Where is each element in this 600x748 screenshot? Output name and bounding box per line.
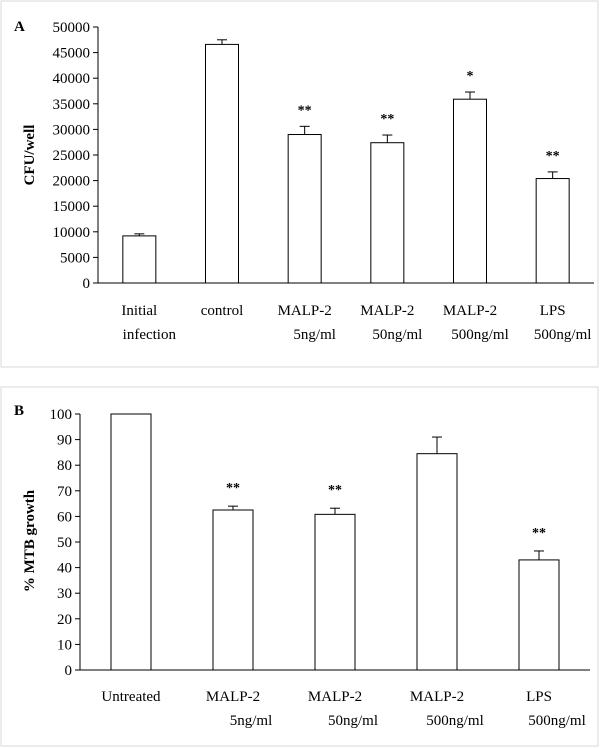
panel-b-significance-marker: ** bbox=[532, 526, 546, 541]
panel-a-category-label-line2: 50ng/ml bbox=[372, 327, 422, 343]
panel-b-y-tick-label: 0 bbox=[65, 663, 73, 679]
panel-b-category-label: Untreated bbox=[101, 689, 161, 705]
panel-a-significance-marker: ** bbox=[380, 112, 394, 127]
panel-a: A CFU/well 0 5000 10000 15000 20000 25000 3000… bbox=[14, 19, 594, 343]
panel-b-y-tick-label: 70 bbox=[57, 484, 72, 500]
panel-b-y-axis-label: % MTB growth bbox=[22, 489, 38, 592]
panel-b-bar bbox=[416, 453, 458, 671]
panel-a-y-tick-label: 20000 bbox=[53, 174, 91, 190]
panel-a-category-label-line2: infection bbox=[123, 327, 177, 343]
panel-b-y-tick-label: 30 bbox=[57, 586, 72, 602]
panel-b-category-label: MALP-2 bbox=[308, 689, 362, 705]
panel-b-category-label: MALP-2 bbox=[410, 689, 464, 705]
panel-b-y-tick-label: 80 bbox=[57, 458, 72, 474]
panel-a-category-label: Initial bbox=[121, 303, 157, 319]
panel-a-frame bbox=[0, 0, 599, 368]
panel-a-y-tick-label: 35000 bbox=[53, 97, 91, 113]
panel-b-y-tick-label: 100 bbox=[50, 407, 73, 423]
panel-b-y-tick-label: 90 bbox=[57, 433, 72, 449]
panel-a-y-tick-label: 15000 bbox=[53, 199, 91, 215]
panel-a-y-tick-label: 45000 bbox=[53, 46, 91, 62]
panel-b-category-label: LPS bbox=[526, 689, 552, 705]
panel-a-y-tick-label: 10000 bbox=[53, 225, 91, 241]
panel-a-bar bbox=[535, 178, 570, 284]
panel-a-category-label-line2: 5ng/ml bbox=[293, 327, 336, 343]
panel-a-category-label-line2: 500ng/ml bbox=[534, 327, 592, 343]
panel-a-letter: A bbox=[14, 19, 25, 35]
panel-b-category-label-line2: 500ng/ml bbox=[426, 713, 484, 729]
panel-a-category-label: MALP-2 bbox=[360, 303, 414, 319]
panel-b-y-tick-label: 50 bbox=[57, 535, 72, 551]
panel-b: B % MTB growth 0 10 20 30 40 50 60 70 80 90 100 Unt… bbox=[14, 403, 590, 729]
panel-b-category-label: MALP-2 bbox=[206, 689, 260, 705]
panel-b-significance-marker: ** bbox=[328, 483, 342, 498]
panel-a-bar bbox=[370, 142, 405, 284]
panel-a-y-tick-label: 0 bbox=[83, 276, 91, 292]
panel-b-frame bbox=[0, 386, 599, 747]
panel-a-category-label: control bbox=[201, 303, 244, 319]
panel-b-bar bbox=[110, 413, 152, 671]
panel-a-y-axis-label: CFU/well bbox=[22, 125, 38, 186]
panel-a-y-tick-label: 5000 bbox=[60, 250, 90, 266]
panel-b-y-tick-label: 20 bbox=[57, 612, 72, 628]
panel-b-y-tick-label: 10 bbox=[57, 637, 72, 653]
panel-b-bar bbox=[518, 559, 560, 671]
panel-a-bar bbox=[205, 43, 239, 284]
panel-b-category-label-line2: 500ng/ml bbox=[528, 713, 586, 729]
panel-a-y-tick-label: 50000 bbox=[53, 20, 91, 36]
panel-a-bar bbox=[287, 134, 322, 284]
panel-b-y-tick-label: 60 bbox=[57, 509, 72, 525]
panel-a-category-label-line2: 500ng/ml bbox=[451, 327, 509, 343]
panel-a-category-label: MALP-2 bbox=[278, 303, 332, 319]
panel-a-significance-marker: ** bbox=[298, 103, 312, 118]
panel-b-letter: B bbox=[14, 403, 24, 419]
panel-b-category-label-line2: 5ng/ml bbox=[230, 713, 273, 729]
panel-b-y-tick-label: 40 bbox=[57, 561, 72, 577]
panel-b-bar bbox=[314, 513, 356, 671]
panel-b-significance-marker: ** bbox=[226, 481, 240, 496]
panel-a-y-tick-label: 40000 bbox=[53, 71, 91, 87]
panel-a-bar bbox=[453, 98, 487, 284]
panel-b-bar bbox=[212, 509, 254, 671]
panel-a-significance-marker: ** bbox=[546, 149, 560, 164]
panel-b-category-label-line2: 50ng/ml bbox=[328, 713, 378, 729]
panel-a-category-label: LPS bbox=[540, 303, 566, 319]
panel-a-significance-marker: * bbox=[467, 69, 474, 84]
panel-a-y-tick-label: 30000 bbox=[53, 122, 91, 138]
panel-a-y-tick-label: 25000 bbox=[53, 148, 91, 164]
panel-a-category-label: MALP-2 bbox=[443, 303, 497, 319]
panel-a-bar bbox=[122, 235, 157, 284]
